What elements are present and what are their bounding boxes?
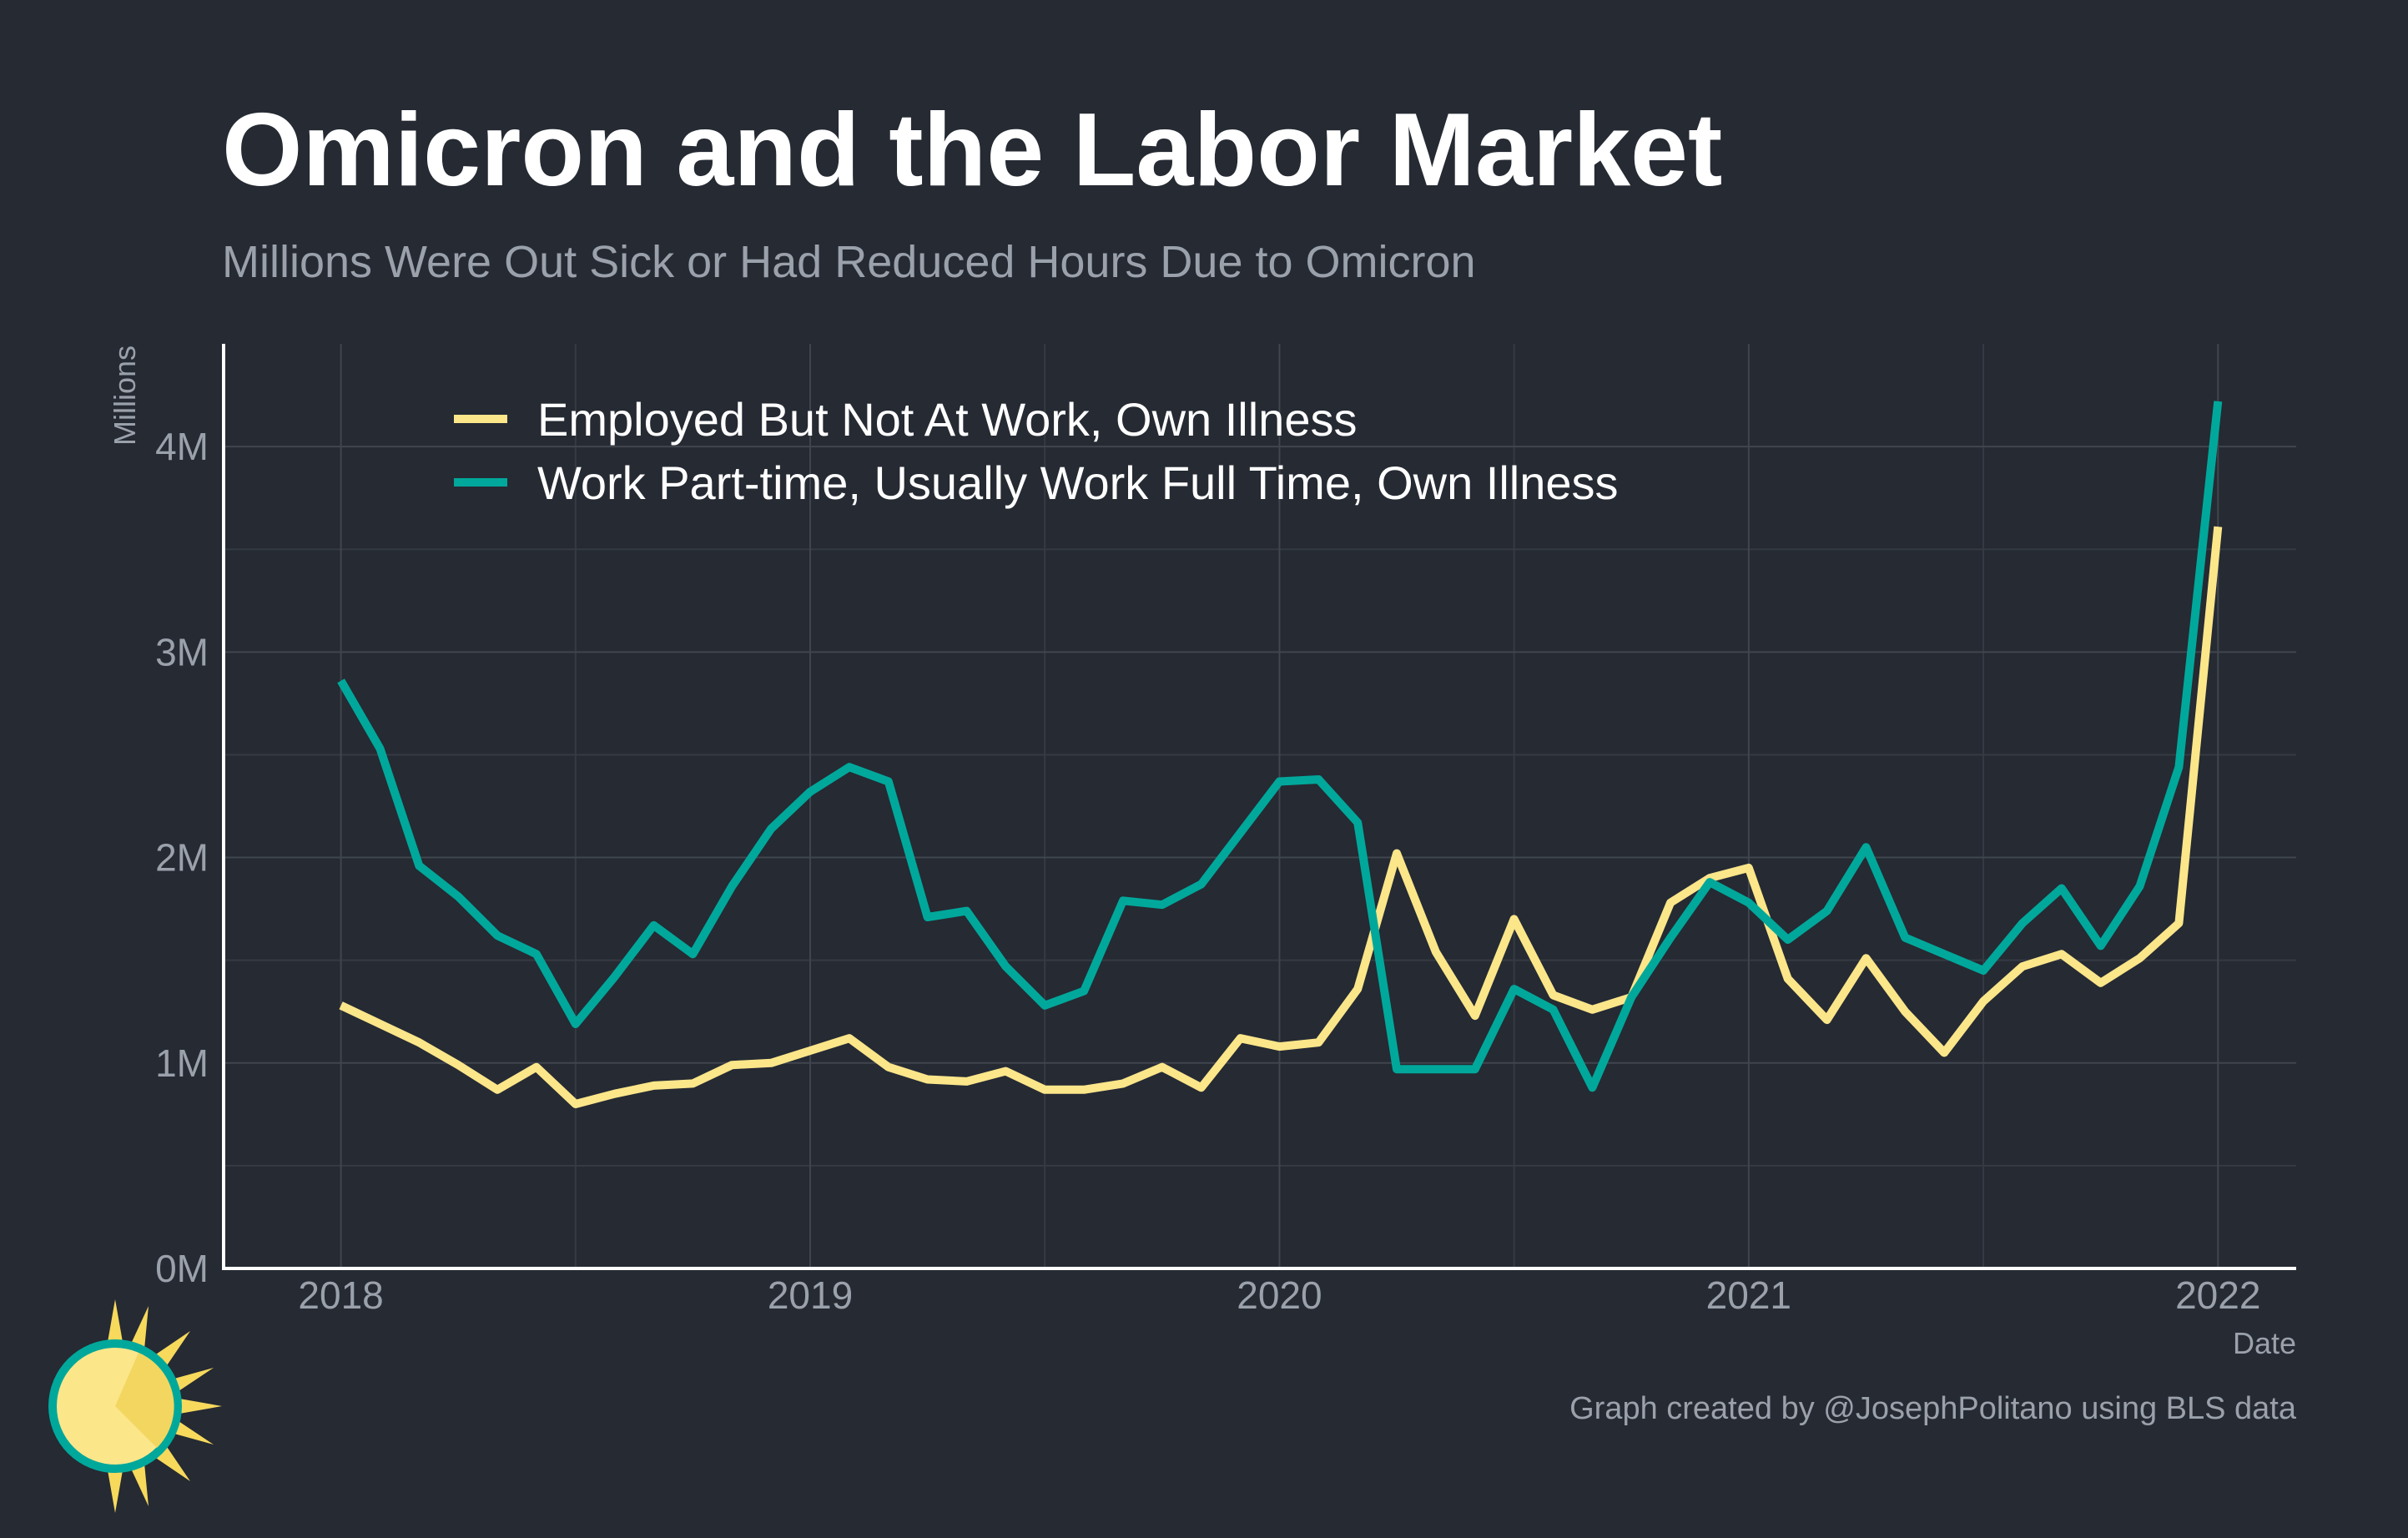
legend-label-2: Work Part-time, Usually Work Full Time, … (537, 456, 1619, 509)
y-tick-label: 3M (155, 630, 209, 673)
x-tick-label: 2019 (768, 1273, 853, 1317)
x-axis-title: Date (2233, 1326, 2296, 1360)
grid (224, 344, 2296, 1268)
y-axis-title: Millions (108, 345, 142, 446)
y-tick-label: 1M (155, 1041, 209, 1085)
sun-logo-icon (48, 1299, 222, 1513)
axes (222, 344, 2296, 1270)
series-line-1 (339, 526, 2223, 1108)
series-line-2 (337, 401, 2223, 1092)
legend-label-1: Employed But Not At Work, Own Illness (537, 393, 1357, 446)
y-tick-labels: 0M 1M 2M 3M 4M (155, 425, 209, 1290)
chart-caption: Graph created by @JosephPolitano using B… (1569, 1391, 2297, 1426)
legend: Employed But Not At Work, Own Illness Wor… (454, 393, 1619, 509)
y-tick-label: 4M (155, 425, 209, 468)
x-tick-label: 2022 (2175, 1273, 2260, 1317)
y-tick-label: 0M (155, 1247, 209, 1290)
x-tick-labels: 2018 2019 2020 2021 2022 (298, 1273, 2260, 1317)
chart-title: Omicron and the Labor Market (222, 93, 1722, 208)
x-tick-label: 2018 (298, 1273, 383, 1317)
chart-subtitle: Millions Were Out Sick or Had Reduced Ho… (222, 237, 1476, 287)
x-tick-label: 2021 (1706, 1273, 1791, 1317)
x-tick-label: 2020 (1237, 1273, 1322, 1317)
y-tick-label: 2M (155, 836, 209, 880)
series-lines (337, 401, 2223, 1108)
